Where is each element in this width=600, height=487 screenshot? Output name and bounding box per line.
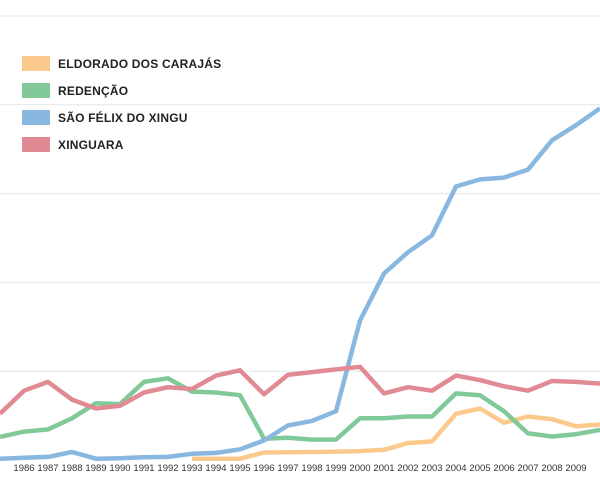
- x-tick-label: 1989: [85, 463, 106, 474]
- x-tick-label: 1995: [229, 463, 250, 474]
- x-tick-label: 1987: [37, 463, 58, 474]
- x-tick-label: 2005: [469, 463, 490, 474]
- x-tick-label: 1993: [181, 463, 202, 474]
- x-tick-label: 2000: [349, 463, 370, 474]
- legend-label: SÃO FÉLIX DO XINGU: [58, 110, 188, 125]
- x-tick-label: 2004: [445, 463, 466, 474]
- x-tick-label: 1997: [277, 463, 298, 474]
- series-lines: [0, 106, 600, 462]
- legend-swatch: [22, 83, 50, 98]
- x-tick-label: 1998: [301, 463, 322, 474]
- x-axis-tick-labels: 1986 1987 1988 1989 1990 1991 1992 1993 1994 1995…: [13, 463, 586, 474]
- x-tick-label: 1991: [133, 463, 154, 474]
- x-tick-label: 2001: [373, 463, 394, 474]
- legend-swatch: [22, 56, 50, 71]
- series-line-eldorado-dos-carajas: [192, 406, 600, 462]
- x-tick-label: 2007: [517, 463, 538, 474]
- x-tick-label: 1999: [325, 463, 346, 474]
- x-tick-label: 1992: [157, 463, 178, 474]
- x-tick-label: 1990: [109, 463, 130, 474]
- series-line-xinguara: [0, 364, 600, 416]
- legend: ELDORADO DOS CARAJÁS REDENÇÃO SÃO FÉLIX DO…: [22, 56, 221, 152]
- series-line-sao-felix-do-xingu: [0, 106, 600, 461]
- legend-label: REDENÇÃO: [58, 83, 128, 98]
- x-tick-label: 2003: [421, 463, 442, 474]
- x-tick-label: 2008: [541, 463, 562, 474]
- legend-swatch: [22, 137, 50, 152]
- series-line-redencao: [0, 376, 600, 442]
- x-tick-label: 1994: [205, 463, 226, 474]
- legend-label: ELDORADO DOS CARAJÁS: [58, 56, 221, 71]
- gridlines: [0, 15, 600, 372]
- legend-swatch: [22, 110, 50, 125]
- legend-label: XINGUARA: [58, 138, 124, 152]
- x-tick-label: 1996: [253, 463, 274, 474]
- x-tick-label: 2009: [565, 463, 586, 474]
- x-tick-label: 2002: [397, 463, 418, 474]
- x-tick-label: 1988: [61, 463, 82, 474]
- x-tick-label: 1986: [13, 463, 34, 474]
- x-tick-label: 2006: [493, 463, 514, 474]
